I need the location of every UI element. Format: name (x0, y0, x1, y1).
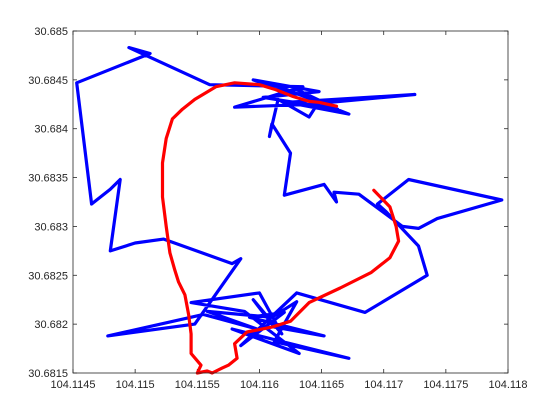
x-tick-label: 104.118 (489, 379, 528, 391)
y-tick-label: 30.6835 (28, 173, 68, 185)
x-tick-label: 104.117 (364, 379, 403, 391)
y-tick-label: 30.6845 (28, 75, 68, 87)
y-tick-label: 30.685 (34, 26, 68, 38)
y-tick-label: 30.6815 (28, 368, 68, 380)
y-tick-label: 30.682 (34, 319, 68, 331)
x-tick-label: 104.115 (116, 379, 155, 391)
x-tick-label: 104.1175 (423, 379, 468, 391)
x-tick-label: 104.1155 (175, 379, 220, 391)
x-tick-label: 104.116 (240, 379, 279, 391)
red-trajectory-line (160, 81, 401, 375)
y-tick-label: 30.684 (34, 124, 68, 136)
blue-trajectory-line (75, 45, 504, 360)
y-tick-label: 30.683 (34, 221, 68, 233)
y-tick-label: 30.6825 (28, 270, 68, 282)
x-tick-label: 104.1145 (50, 379, 95, 391)
series-lines (75, 45, 504, 375)
plot-frame (72, 30, 509, 374)
x-tick-labels: 104.1145 104.115 104.1155 104.116 104.1165 10… (50, 379, 527, 391)
y-tick-labels: 30.6815 30.682 30.6825 30.683 30.6835 30.684 3… (28, 26, 68, 380)
x-tick-label: 104.1165 (299, 379, 344, 391)
